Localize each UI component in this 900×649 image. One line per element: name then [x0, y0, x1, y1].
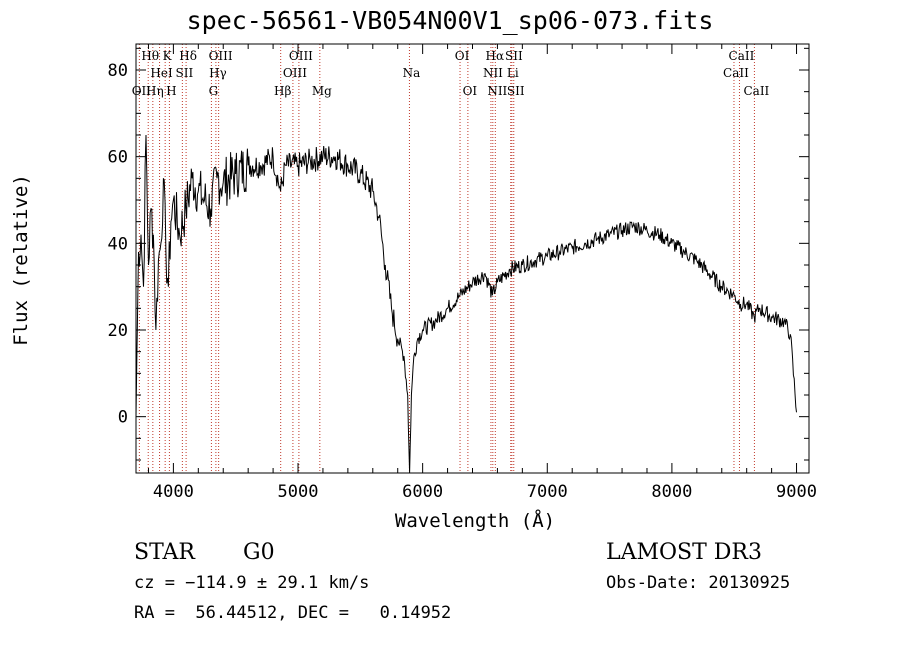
flux-series-line — [135, 134, 797, 474]
chart-title: spec-56561-VB054N00V1_sp06-073.fits — [186, 6, 714, 35]
line-marker-label: OII — [132, 84, 152, 98]
survey-name: LAMOST DR3 — [606, 540, 762, 565]
line-marker-label: Hη — [146, 84, 164, 98]
line-marker-label: NII — [487, 84, 507, 98]
line-marker-label: OIII — [289, 49, 313, 63]
line-marker-label: SII — [176, 66, 194, 80]
plot-frame — [135, 43, 810, 474]
y-tick-label: 60 — [108, 148, 128, 168]
x-axis-label: Wavelength (Å) — [394, 510, 556, 532]
axis-tick-labels: 4000 5000 6000 7000 8000 9000 0 20 40 60 80 — [108, 61, 817, 502]
axis-ticks — [136, 44, 809, 473]
line-marker-label: Hθ — [141, 49, 159, 63]
line-marker-label: OI — [455, 49, 470, 63]
line-marker-label: OI — [463, 84, 478, 98]
x-tick-label: 5000 — [278, 482, 319, 502]
line-marker-label: OIII — [209, 49, 233, 63]
object-subclass: G0 — [243, 540, 275, 565]
x-tick-label: 8000 — [651, 482, 692, 502]
line-marker-label: Li — [507, 66, 519, 80]
line-marker-label: CaII — [729, 49, 755, 63]
x-tick-label: 6000 — [402, 482, 443, 502]
observation-date: Obs-Date: 20130925 — [606, 573, 791, 593]
line-marker-label: OIII — [283, 66, 307, 80]
line-markers — [138, 44, 755, 473]
line-marker-label: NII — [483, 66, 503, 80]
x-tick-label: 4000 — [153, 482, 194, 502]
line-marker-label: SII — [507, 84, 525, 98]
x-tick-label: 9000 — [776, 482, 817, 502]
line-marker-label: Hα — [486, 49, 505, 63]
line-marker-label: K — [163, 49, 173, 63]
line-marker-label: Hδ — [179, 49, 197, 63]
x-tick-label: 7000 — [527, 482, 568, 502]
object-class: STAR — [134, 540, 195, 565]
redshift-cz: cz = −114.9 ± 29.1 km/s — [134, 573, 370, 593]
line-marker-label: Hβ — [274, 84, 291, 98]
y-axis-label: Flux (relative) — [10, 174, 32, 346]
line-marker-label: Na — [403, 66, 421, 80]
line-marker-label: CaII — [723, 66, 749, 80]
line-marker-label: G — [209, 84, 219, 98]
line-marker-label: SII — [505, 49, 523, 63]
ra-dec: RA = 56.44512, DEC = 0.14952 — [134, 603, 452, 623]
line-marker-label: CaII — [743, 84, 769, 98]
y-tick-label: 40 — [108, 234, 128, 254]
line-marker-label: HeI — [150, 66, 173, 80]
line-marker-label: H — [166, 84, 176, 98]
y-tick-label: 20 — [108, 321, 128, 341]
line-marker-label: Hγ — [209, 66, 227, 80]
y-tick-label: 80 — [108, 61, 128, 81]
line-marker-label: Mg — [312, 84, 332, 98]
y-tick-label: 0 — [118, 408, 128, 428]
